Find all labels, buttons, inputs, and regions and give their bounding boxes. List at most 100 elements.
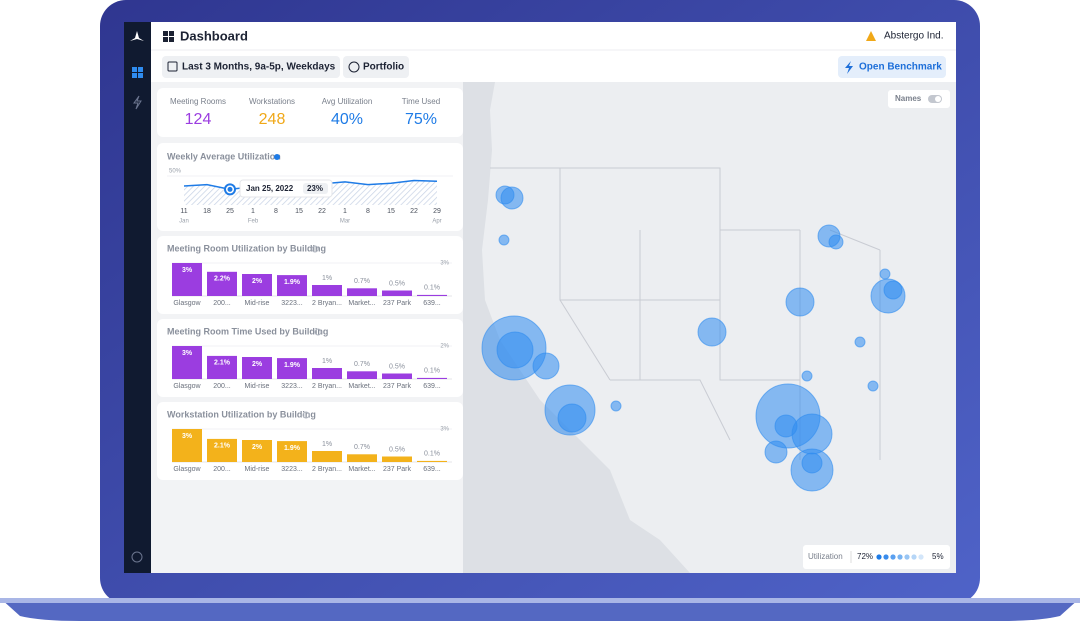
bar-label: 3% [182,350,193,357]
bar-label: 0.1% [424,285,440,292]
x-tick-label: 29 [433,208,441,215]
map-bubble [610,400,622,412]
x-tick-label: Glasgow [173,383,201,390]
map-bubble [828,234,844,250]
y-tick-label: 3% [440,427,449,433]
legend-dot [904,554,910,560]
legend-dot [883,554,889,560]
map-bubble [867,380,879,392]
filter-text: Last 3 Months, 9a-5p, Weekdays [182,62,336,73]
month-label: Jan [179,219,189,225]
bar-label: 1% [322,358,332,365]
chart-title: Meeting Room Utilization by Building [167,243,326,253]
company-name: Abstergo Ind. [884,31,943,42]
legend-title: Utilization [808,552,843,561]
tooltip-badge [303,183,328,194]
month-label: Apr [432,219,441,225]
scope-text: Portfolio [363,62,404,73]
x-tick-label: 639... [423,300,441,307]
bar-label: 0.5% [389,446,405,453]
toggle-knob [935,96,941,102]
bar-label: 2% [252,278,263,285]
bar-label: 2.1% [214,360,231,367]
x-tick-label: 237 Park [383,383,412,390]
bar-label: 0.7% [354,444,370,451]
globe-icon [348,61,360,73]
x-tick-label: Mid-rise [245,300,270,307]
filter-pill[interactable] [162,56,340,78]
page-title: Dashboard [180,28,248,43]
bar-label: 2% [252,361,263,368]
kpi-label: Workstations [249,97,295,106]
bolt-icon [845,61,853,74]
x-tick-label: 639... [423,466,441,473]
kpi-value: 124 [185,111,212,128]
laptop-base [0,598,1080,621]
x-tick-label: 2 Bryan... [312,300,342,307]
map-bubble [697,317,727,347]
chart-title: Workstation Utilization by Building [167,409,316,419]
bar [207,438,237,462]
legend-dot [876,554,882,560]
x-tick-label: 3223... [281,466,302,473]
kpi-card [157,88,463,137]
bar [172,346,202,379]
bar [417,460,447,462]
map-bubble [791,413,833,455]
bar-label: 0.1% [424,451,440,458]
bar [382,373,412,379]
bar [207,271,237,296]
x-tick-label: 22 [318,208,326,215]
sidebar [124,22,151,573]
map-bubble [764,440,788,464]
bar [242,357,272,379]
kpi-label: Time Used [402,97,440,106]
nav-benchmark[interactable] [133,95,142,110]
x-tick-label: Glasgow [173,466,201,473]
kpi-value: 40% [331,111,363,128]
x-tick-label: 11 [180,208,187,215]
bar [382,456,412,462]
y-tick-label: 2% [440,344,449,350]
x-tick-label: 237 Park [383,300,412,307]
bar [277,275,307,296]
x-tick-label: Mid-rise [245,383,270,390]
bar [242,440,272,462]
x-tick-label: Market... [348,383,375,390]
bar [172,429,202,462]
benchmark-text: Open Benchmark [859,62,942,73]
toggle-label: Names [895,94,922,103]
map-bubble [879,268,891,280]
map-bubble [557,403,587,433]
x-tick-label: Market... [348,466,375,473]
nav-dashboard[interactable] [132,67,143,78]
bar-label: 0.5% [389,363,405,370]
bar [347,371,377,379]
benchmark-button[interactable] [838,56,946,78]
map-bubble [532,352,560,380]
x-tick-label: 200... [213,383,231,390]
bar-label: 0.7% [354,361,370,368]
company-logo [866,31,876,41]
x-tick-label: 200... [213,300,231,307]
x-tick-label: 1 [343,208,347,215]
x-tick-label: 8 [274,208,278,215]
month-label: Feb [248,219,259,225]
bar [172,263,202,296]
calendar-icon [167,61,178,72]
bar-label: 1% [322,275,332,282]
legend-max: 72% [857,552,873,561]
names-toggle[interactable] [888,90,950,108]
tooltip-dot [227,186,233,192]
map-bubble [883,280,903,300]
help-icon[interactable] [131,551,143,563]
logo [130,31,144,41]
bar-label: 2.1% [214,443,231,450]
map-bubble [774,414,798,438]
x-tick-label: 8 [366,208,370,215]
tooltip-value: 23% [307,184,323,193]
borders [490,167,881,460]
scope-pill[interactable] [343,56,409,78]
map-bubble [785,287,815,317]
